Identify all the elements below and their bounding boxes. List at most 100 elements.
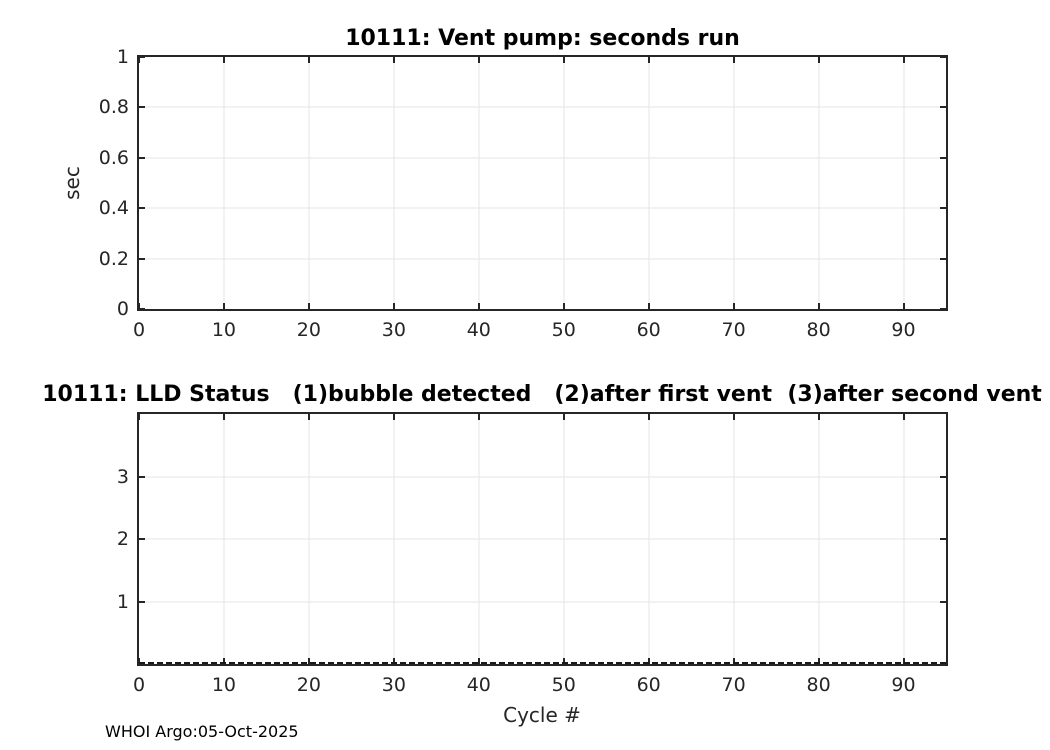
x-tick-mark	[392, 303, 395, 309]
x-tick-label: 0	[132, 319, 146, 341]
x-tick-label: 40	[466, 674, 491, 696]
y-tick-mark	[940, 106, 946, 109]
y-tick-mark	[139, 257, 145, 260]
x-gridline	[818, 57, 820, 309]
x-tick-label: 60	[636, 674, 661, 696]
y-tick-mark	[139, 207, 145, 210]
x-tick-label: 30	[381, 674, 406, 696]
x-gridline	[648, 57, 650, 309]
lld-status-title: 10111: LLD Status (1)bubble detected (2)…	[42, 382, 1042, 407]
x-tick-mark	[307, 303, 310, 309]
x-tick-mark	[732, 303, 735, 309]
y-tick-label: 0.6	[98, 146, 129, 169]
y-tick-label: 1	[116, 46, 129, 68]
x-tick-mark	[222, 57, 225, 63]
x-tick-label: 20	[296, 319, 321, 341]
x-tick-mark	[562, 303, 565, 309]
x-tick-label: 90	[891, 674, 916, 696]
x-tick-mark	[902, 303, 905, 309]
vent-pump-axes: 0 10 20 30 40 50 60 70 80 90 0 0.2 0.4 0.6 0.8 1	[99, 46, 948, 341]
x-tick-mark	[647, 414, 650, 420]
y-tick-mark	[940, 308, 946, 310]
x-tick-mark	[817, 414, 820, 420]
x-tick-label: 20	[296, 674, 321, 696]
lld-status-axes: 0 10 20 30 40 50 60 70 80 90 1 2 3	[117, 412, 948, 696]
x-tick-mark	[392, 57, 395, 63]
y-tick-mark	[940, 600, 946, 603]
lld-status-baseline-series	[139, 662, 946, 664]
x-tick-mark	[138, 658, 140, 664]
y-tick-mark	[139, 308, 145, 310]
x-tick-label: 50	[551, 674, 576, 696]
x-gridline	[223, 57, 225, 309]
y-tick-label: 3	[116, 465, 129, 488]
x-tick-mark	[562, 57, 565, 63]
x-tick-mark	[222, 414, 225, 420]
x-tick-mark	[392, 414, 395, 420]
y-gridline	[139, 601, 946, 602]
x-gridline	[563, 57, 565, 309]
x-tick-mark	[902, 57, 905, 63]
x-tick-mark	[647, 57, 650, 63]
x-tick-mark	[732, 658, 735, 664]
x-tick-label: 50	[551, 319, 576, 341]
footer-date-stamp: WHOI Argo:05-Oct-2025	[105, 722, 299, 741]
x-tick-mark	[817, 57, 820, 63]
x-tick-label: 90	[891, 319, 916, 341]
x-tick-mark	[222, 303, 225, 309]
x-gridline	[393, 57, 395, 309]
y-tick-label: 0	[116, 298, 129, 320]
y-tick-mark	[940, 56, 946, 58]
vent-pump-ylabel: sec	[60, 166, 84, 200]
x-tick-mark	[307, 57, 310, 63]
y-gridline	[139, 476, 946, 477]
x-tick-mark	[902, 658, 905, 664]
y-tick-label: 0.4	[98, 197, 129, 220]
x-tick-label: 70	[721, 319, 746, 341]
y-tick-mark	[940, 538, 946, 540]
y-tick-mark	[139, 56, 145, 58]
x-tick-label: 70	[721, 674, 746, 696]
x-tick-mark	[562, 658, 565, 664]
x-tick-mark	[732, 414, 735, 420]
x-tick-mark	[477, 414, 480, 420]
x-tick-mark	[307, 658, 310, 664]
x-tick-label: 10	[211, 319, 237, 341]
x-tick-mark	[138, 414, 140, 420]
y-tick-mark	[139, 538, 145, 540]
x-tick-mark	[477, 57, 480, 63]
y-tick-mark	[940, 475, 946, 478]
y-gridline	[139, 106, 946, 108]
x-tick-mark	[562, 414, 565, 420]
y-tick-mark	[940, 207, 946, 210]
x-tick-mark	[138, 303, 140, 309]
x-gridline	[308, 57, 310, 309]
vent-pump-title: 10111: Vent pump: seconds run	[345, 26, 740, 51]
x-tick-label: 40	[466, 319, 491, 341]
x-tick-mark	[647, 303, 650, 309]
y-tick-mark	[940, 156, 946, 159]
y-gridline	[139, 207, 946, 209]
x-tick-mark	[817, 303, 820, 309]
y-tick-mark	[139, 156, 145, 159]
x-tick-mark	[392, 658, 395, 664]
x-gridline	[903, 57, 905, 309]
y-gridline	[139, 538, 946, 540]
y-tick-mark	[139, 106, 145, 109]
x-tick-mark	[817, 658, 820, 664]
x-tick-mark	[647, 658, 650, 664]
x-tick-mark	[732, 57, 735, 63]
x-tick-label: 80	[806, 674, 831, 696]
y-tick-label: 0.8	[98, 96, 129, 119]
x-tick-mark	[138, 57, 140, 63]
x-tick-label: 30	[381, 319, 406, 341]
y-tick-label: 1	[116, 590, 129, 613]
lld-status-xlabel: Cycle #	[503, 703, 581, 727]
x-tick-mark	[477, 303, 480, 309]
x-tick-label: 80	[806, 319, 831, 341]
y-tick-label: 0.2	[98, 247, 129, 270]
y-tick-mark	[139, 475, 145, 478]
y-gridline	[139, 258, 946, 260]
x-tick-mark	[477, 658, 480, 664]
x-tick-label: 10	[211, 674, 237, 696]
